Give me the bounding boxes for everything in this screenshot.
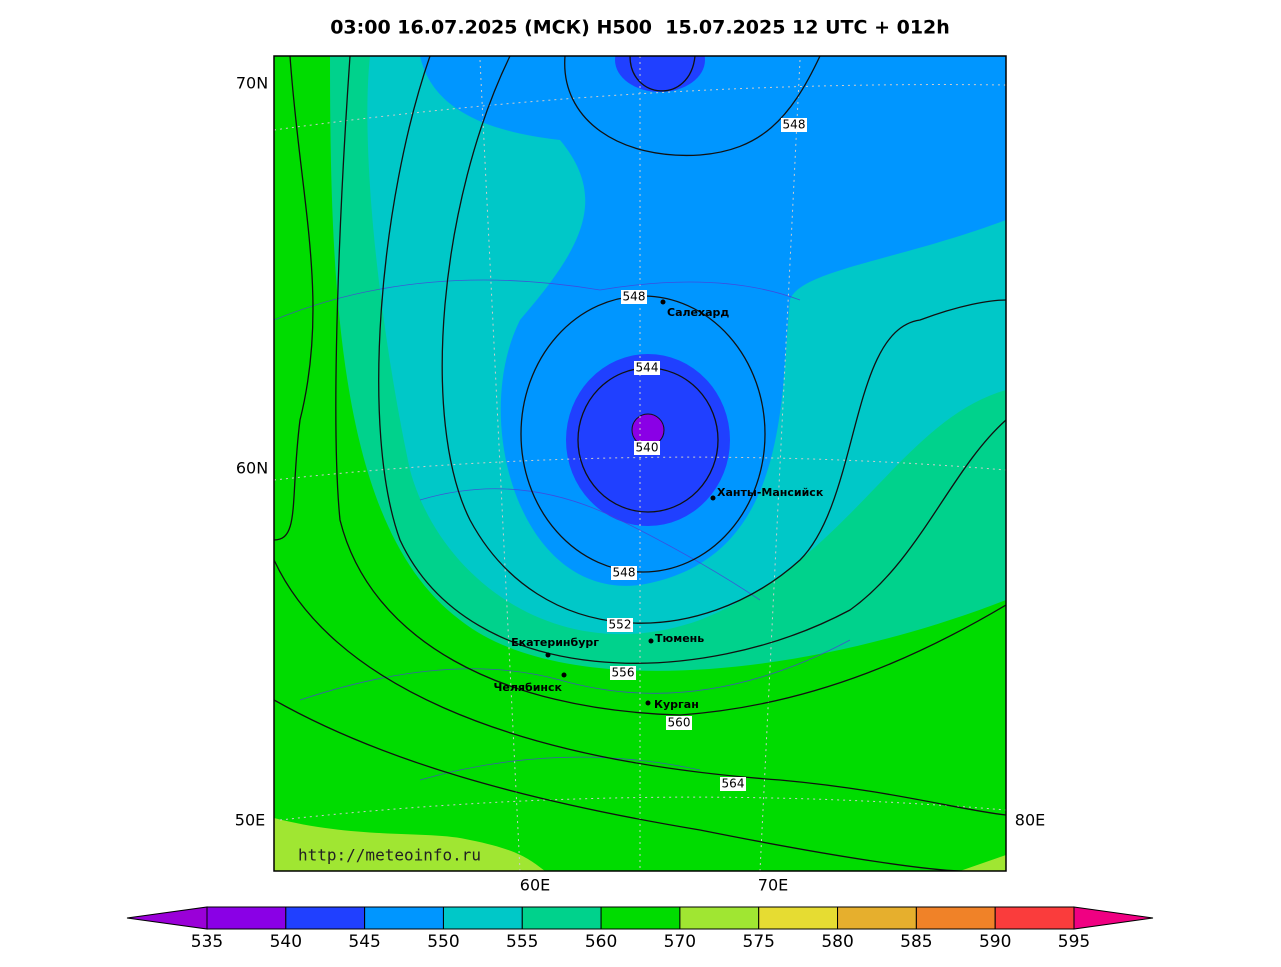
colorbar-label: 550 [427, 932, 459, 952]
lat-label: 70N [236, 74, 268, 93]
colorbar-label: 555 [506, 932, 538, 952]
colorbar-label: 575 [743, 932, 775, 952]
lon-label: 50E [235, 811, 265, 830]
contour-label: 548 [623, 290, 646, 304]
colorbar-segment [915, 906, 996, 930]
colorbar: 535 540 545 550 555 560 570 575 580 585 590 595 [126, 906, 1154, 952]
colorbar-segment [521, 906, 602, 930]
contour-label: 540 [636, 441, 659, 455]
city-dot [648, 638, 654, 644]
contour-label: 548 [613, 566, 636, 580]
lon-label: 70E [758, 876, 788, 895]
contour-labels: 548 548 544 540 548 552 556 560 564 [607, 118, 807, 791]
contour-label-bg [607, 618, 633, 632]
lon-label: 60E [520, 876, 550, 895]
contour-label: 560 [668, 716, 691, 730]
contour-label-bg [634, 441, 660, 455]
colorbar-label: 595 [1058, 932, 1090, 952]
colorbar-label: 545 [348, 932, 380, 952]
city-name: Курган [654, 698, 699, 711]
contour-label-bg [781, 118, 807, 132]
contour-label: 556 [612, 666, 635, 680]
lon-label: 80E [1015, 811, 1045, 830]
colorbar-segment [285, 906, 366, 930]
contour-label-bg [611, 566, 637, 580]
map-frame [273, 55, 1007, 872]
contour-label: 564 [722, 777, 745, 791]
colorbar-label: 580 [821, 932, 853, 952]
colorbar-segment [442, 906, 523, 930]
colorbar-label: 585 [900, 932, 932, 952]
city-name: Ханты-Мансийск [717, 486, 824, 499]
city-name: Салехард [667, 306, 729, 319]
colorbar-segment [679, 906, 760, 930]
colorbar-segment [364, 906, 444, 930]
colorbar-arrow [126, 906, 208, 930]
city-name: Челябинск [494, 681, 563, 694]
title: 03:00 16.07.2025 (МСК) H500 15.07.2025 1… [330, 17, 950, 39]
colorbar-label: 535 [191, 932, 223, 952]
city-dot [660, 299, 666, 305]
colorbar-segment [837, 906, 917, 930]
contour-label: 544 [636, 361, 659, 375]
colorbar-label: 570 [664, 932, 696, 952]
contour-label-bg [610, 666, 636, 680]
city-dot [710, 495, 716, 501]
colorbar-arrow [1073, 906, 1154, 930]
contour-label: 548 [783, 118, 806, 132]
city-name: Тюмень [655, 632, 704, 645]
colorbar-segment [600, 906, 681, 930]
contour-label-bg [634, 361, 660, 375]
cities: Салехард Ханты-Мансийск Екатеринбург Тюмень… [494, 299, 824, 711]
city-dot [561, 672, 567, 678]
contour-label-bg [720, 777, 746, 791]
map [274, 56, 1006, 871]
colorbar-label: 560 [585, 932, 617, 952]
city-dot [545, 652, 551, 658]
colorbar-label: 590 [979, 932, 1011, 952]
city-name: Екатеринбург [511, 636, 599, 649]
colorbar-segment [758, 906, 839, 930]
contour-label: 552 [609, 618, 632, 632]
city-dot [645, 700, 651, 706]
contour-label-bg [621, 290, 647, 304]
source-url: http://meteoinfo.ru [298, 846, 481, 865]
colorbar-label: 540 [270, 932, 302, 952]
contour-label-bg [666, 716, 692, 730]
colorbar-segment [206, 906, 287, 930]
colorbar-segment [994, 906, 1075, 930]
lat-label: 60N [236, 459, 268, 478]
